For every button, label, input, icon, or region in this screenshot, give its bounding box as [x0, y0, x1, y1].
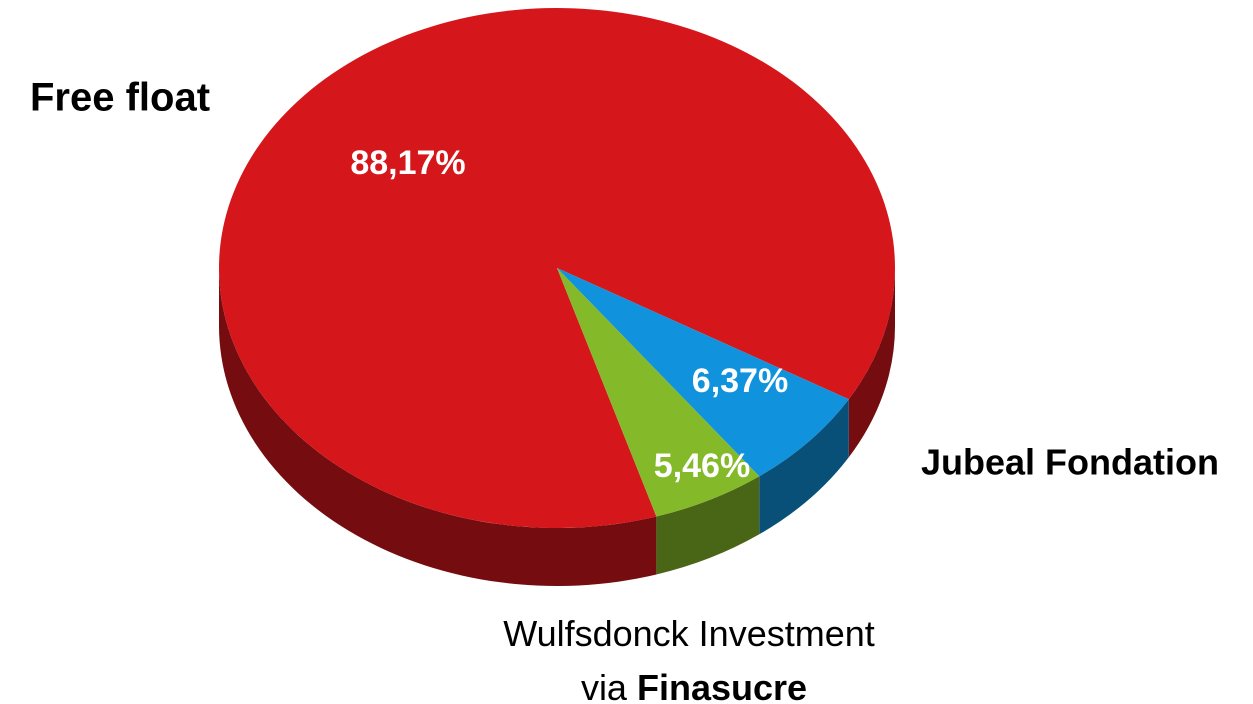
slice-side — [219, 268, 657, 586]
category-label: Wulfsdonck Investment via Finasucre — [503, 613, 885, 704]
value-label: 6,37% — [692, 362, 788, 400]
slice-side — [656, 476, 760, 575]
label-line: Wulfsdonck Investment — [503, 613, 885, 654]
slice — [557, 268, 760, 517]
value-label: 5,46% — [654, 447, 750, 485]
label-line: via — [581, 667, 637, 704]
slice — [219, 7, 895, 528]
slice — [557, 268, 849, 477]
slice-side — [848, 268, 895, 458]
label-bold: Finasucre — [637, 667, 807, 704]
category-label: Free float — [30, 76, 210, 120]
value-label: 88,17% — [350, 144, 465, 182]
category-label: Jubeal Fondation — [921, 442, 1219, 483]
slice-side — [759, 399, 849, 535]
